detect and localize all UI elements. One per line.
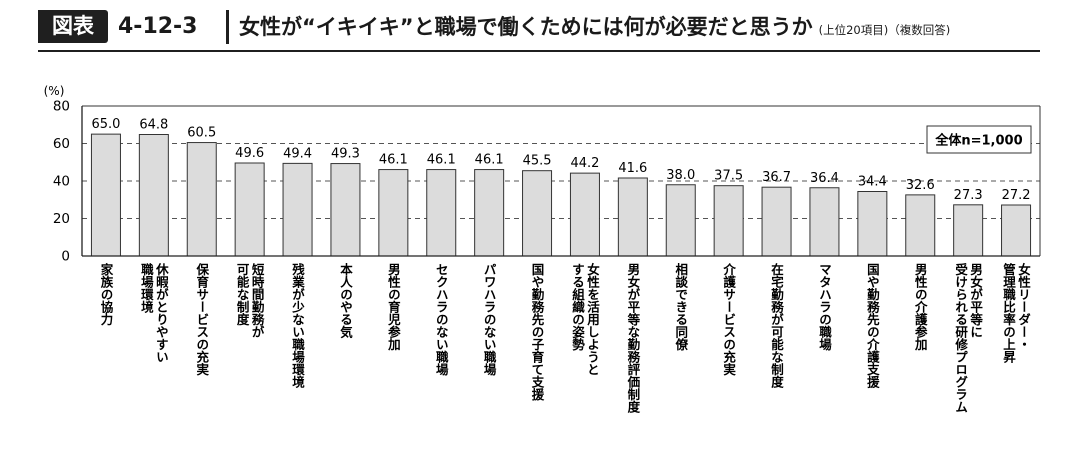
bar-value-label: 64.8 [139,118,168,133]
bar-value-label: 27.3 [954,188,983,203]
y-axis-unit: (%) [44,84,65,98]
bar [953,204,984,257]
bar [138,134,169,257]
category-label: 男女が平等な勤務評価制度 [625,263,640,414]
category-label: 在宅勤務が可能な制度 [769,262,784,389]
y-tick-label: 0 [61,249,70,265]
bar-value-label: 49.3 [331,147,360,162]
bar-value-label: 27.2 [1002,188,1031,203]
bar [282,162,313,257]
figure-number: 4-12-3 [118,14,198,39]
bar [665,184,696,257]
bar-value-label: 44.2 [570,156,599,171]
bar-value-label: 65.0 [91,117,120,132]
category-label: 男性の介護参加 [913,263,928,351]
bar-value-label: 45.5 [523,154,552,169]
category-label: マタハラの職場 [817,263,832,351]
bar-value-label: 49.4 [283,146,312,161]
bar [522,170,553,257]
chart-title-text: 女性が“イキイキ”と職場で働くためには何が必要だと思うか [239,15,813,39]
bar-value-label: 49.6 [235,146,264,161]
category-label: 介護サービスの充実 [721,262,736,376]
figure-badge: 図表 [38,10,108,43]
bar-value-label: 41.6 [618,161,647,176]
bar-value-label: 37.5 [714,169,743,184]
bar-value-label: 60.5 [187,126,216,141]
bar-value-label: 36.4 [810,171,839,186]
bar [569,172,600,257]
bar-value-label: 38.0 [666,168,695,183]
bar [90,133,121,257]
category-label: 家族の協力 [98,262,113,326]
category-label: セクハラのない職場 [434,263,449,376]
chart-title-note: (上位20項目)（複数回答) [818,23,951,37]
bar [474,169,505,257]
bar [617,177,648,257]
bar-value-label: 46.1 [379,153,408,168]
category-label: 相談できる同僚 [673,262,688,351]
bar [857,191,888,257]
y-tick-label: 80 [53,99,70,115]
category-label: パワハラのない職場 [482,263,497,376]
category-label: 国や勤務先の子育て支援 [530,263,545,401]
category-label: 短時間勤務が [250,262,265,338]
bar-value-label: 36.7 [762,170,791,185]
header-rule [38,50,1040,52]
legend-box [926,125,1032,154]
bar [186,142,217,257]
y-tick-label: 60 [53,136,70,152]
category-label: 可能な制度 [235,263,250,326]
bar [330,163,361,257]
bar [378,169,409,257]
bar-value-label: 46.1 [475,153,504,168]
category-label: する組織の姿勢 [570,263,585,351]
title-divider [226,10,229,44]
category-label: 職場環境 [139,262,154,314]
bar [809,187,840,257]
category-label: 男女が平等に [968,263,983,338]
category-label: 女性を活用しようと [585,262,600,376]
legend-text: 全体n=1,000 [934,133,1022,149]
category-label: 管理職比率の上昇 [1001,262,1016,364]
category-label: 男性の育児参加 [386,263,401,351]
y-tick-label: 20 [53,211,70,227]
bar [234,162,265,257]
chart-title: 女性が“イキイキ”と職場で働くためには何が必要だと思うか (上位20項目)（複数回… [239,11,950,46]
bar-value-label: 34.4 [858,175,887,190]
category-label: 国や勤務先の介護支援 [865,263,880,389]
figure-header: 図表 4-12-3 女性が“イキイキ”と職場で働くためには何が必要だと思うか (上… [38,8,1038,50]
category-label: 女性リーダー・ [1016,262,1031,351]
category-label: 受けられる研修プログラム [953,262,968,413]
category-label: 本人のやる気 [338,262,353,339]
bar [713,185,744,257]
bar [1001,204,1032,257]
bar [761,186,792,257]
category-label: 休暇がとりやすい [154,262,169,363]
bar [905,194,936,257]
category-label: 保育サービスの充実 [194,262,209,376]
y-tick-label: 40 [53,174,70,190]
bar-value-label: 32.6 [906,178,935,193]
bar [426,169,457,257]
category-label: 残業が少ない職場環境 [290,262,305,389]
bar-value-label: 46.1 [427,153,456,168]
